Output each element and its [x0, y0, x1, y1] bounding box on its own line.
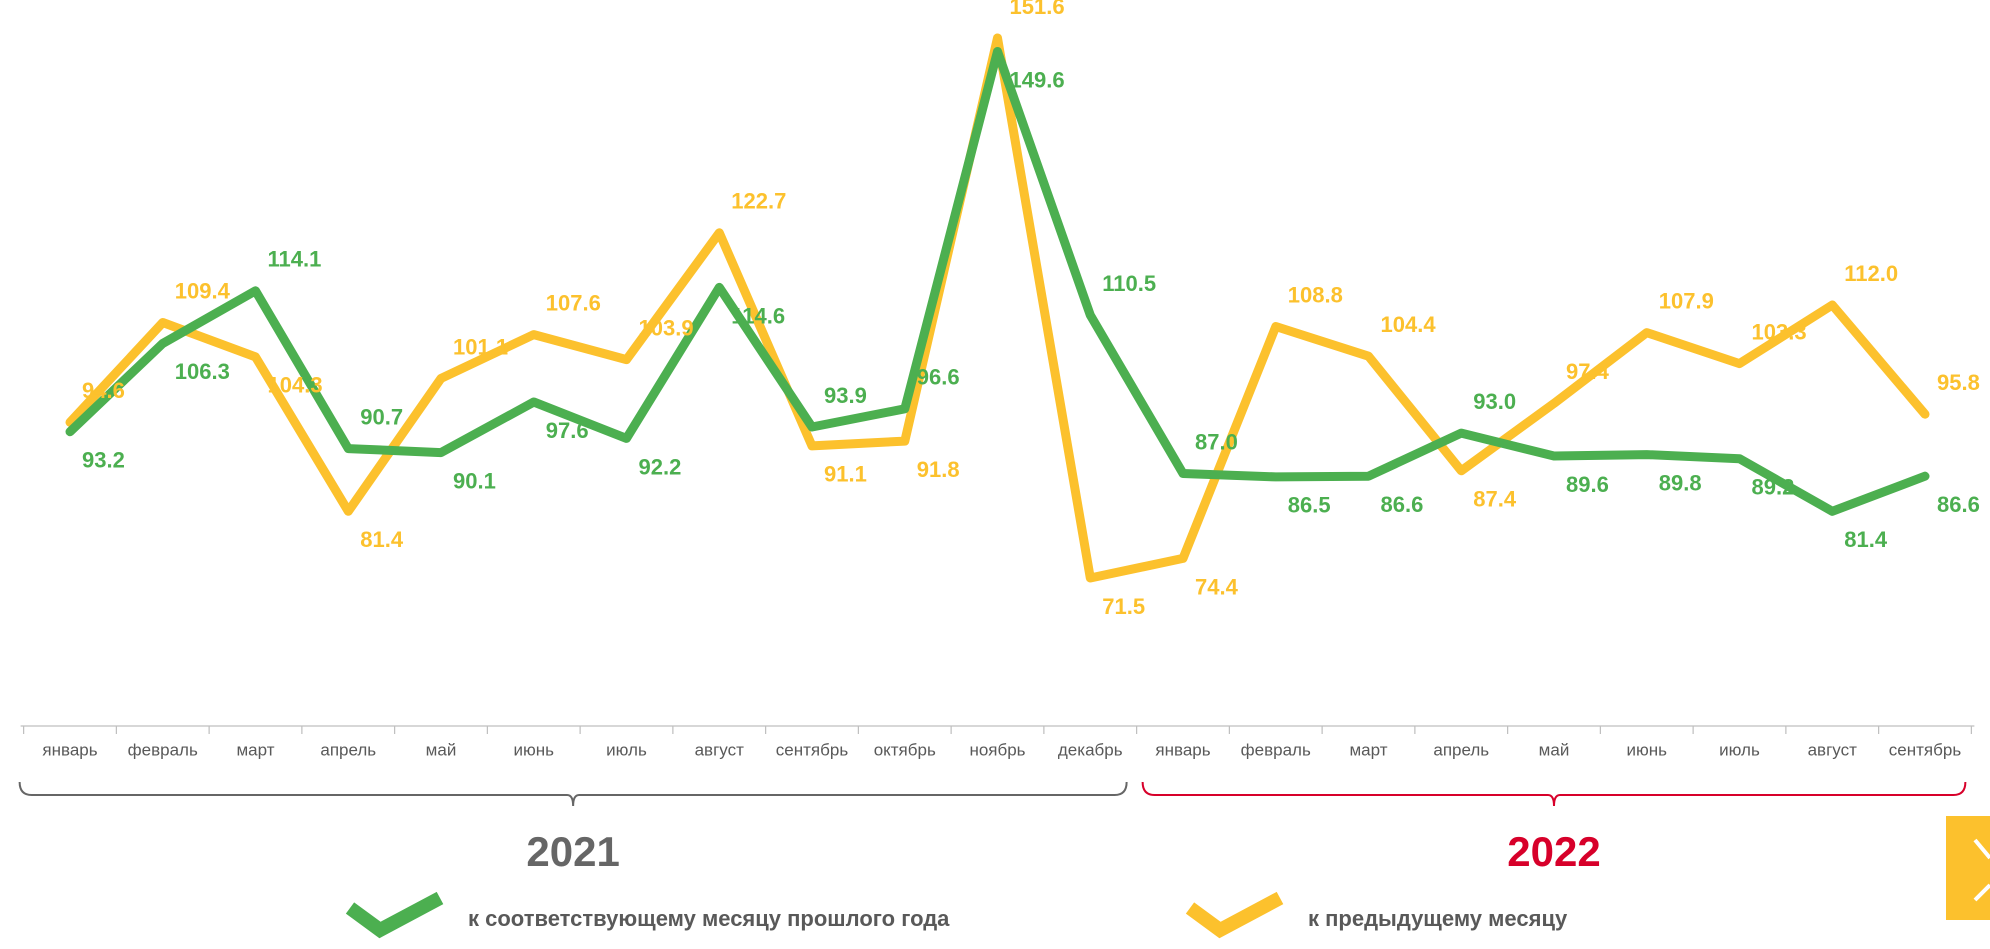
data-label: 87.4 — [1473, 487, 1517, 512]
x-tick-label: июль — [606, 740, 647, 759]
year-bracket — [18, 781, 1128, 807]
x-tick-label: сентябрь — [1889, 740, 1962, 759]
tab-arrow — [1973, 883, 1990, 902]
data-label: 93.2 — [82, 448, 125, 473]
data-label: 104.4 — [1381, 312, 1437, 337]
data-label: 96.6 — [917, 365, 960, 390]
x-tick-label: февраль — [1241, 740, 1311, 759]
data-label: 81.4 — [1844, 527, 1888, 552]
data-label: 112.0 — [1844, 261, 1898, 286]
data-label: 107.6 — [546, 290, 601, 315]
data-label: 149.6 — [1010, 67, 1065, 92]
data-label: 106.3 — [175, 359, 230, 384]
data-label: 109.4 — [175, 278, 231, 303]
data-label: 97.4 — [1566, 359, 1610, 384]
data-label: 151.6 — [1010, 0, 1065, 19]
data-label: 103.3 — [1752, 319, 1807, 344]
tab-arrow — [1973, 838, 1990, 860]
data-label: 91.8 — [917, 457, 960, 482]
data-label: 94.6 — [82, 378, 125, 403]
side-tab[interactable] — [1946, 816, 1990, 920]
x-tick-label: декабрь — [1058, 740, 1123, 759]
data-label: 71.5 — [1102, 594, 1145, 619]
x-tick-label: март — [236, 740, 274, 759]
x-tick-label: апрель — [1433, 740, 1489, 759]
x-tick-label: ноябрь — [969, 740, 1025, 759]
x-tick-label: май — [426, 740, 457, 759]
data-label: 103.9 — [639, 315, 694, 340]
data-label: 89.2 — [1752, 474, 1795, 499]
x-tick-label: май — [1539, 740, 1570, 759]
x-tick-label: март — [1349, 740, 1387, 759]
data-label: 87.0 — [1195, 429, 1238, 454]
data-label: 89.8 — [1659, 470, 1702, 495]
data-label: 90.1 — [453, 468, 496, 493]
data-label: 107.9 — [1659, 288, 1714, 313]
data-label: 74.4 — [1195, 574, 1239, 599]
x-tick-label: июль — [1719, 740, 1760, 759]
x-tick-label: апрель — [320, 740, 376, 759]
year-bracket — [1141, 781, 1967, 807]
year-label: 2021 — [526, 828, 619, 875]
x-tick-label: август — [695, 740, 744, 759]
data-label: 101.1 — [453, 334, 508, 359]
data-label: 92.2 — [639, 454, 682, 479]
year-label: 2022 — [1507, 828, 1600, 875]
x-tick-label: август — [1808, 740, 1857, 759]
series-line — [65, 47, 1930, 516]
data-label: 93.0 — [1473, 389, 1516, 414]
data-label: 93.9 — [824, 383, 867, 408]
data-label: 81.4 — [360, 527, 404, 552]
data-label: 97.6 — [546, 418, 589, 443]
tab-bg — [1946, 816, 1990, 920]
x-tick-label: январь — [1155, 740, 1210, 759]
data-label: 110.5 — [1102, 271, 1156, 296]
legend-icon — [1185, 891, 1284, 939]
x-tick-label: октябрь — [874, 740, 936, 759]
data-label: 104.3 — [268, 373, 323, 398]
data-label: 108.8 — [1288, 282, 1343, 307]
data-label: 114.6 — [731, 303, 785, 328]
legend-icon — [345, 891, 444, 939]
x-tick-label: сентябрь — [776, 740, 849, 759]
data-label: 86.6 — [1381, 492, 1424, 517]
legend-label: к предыдущему месяцу — [1308, 906, 1568, 931]
x-tick-label: июнь — [514, 740, 555, 759]
data-label: 114.1 — [268, 247, 322, 272]
x-tick-label: июнь — [1627, 740, 1668, 759]
data-label: 91.1 — [824, 462, 867, 487]
data-label: 86.5 — [1288, 493, 1331, 518]
x-tick-label: январь — [42, 740, 97, 759]
legend-label: к соответствующему месяцу прошлого года — [468, 906, 950, 931]
series-line — [65, 33, 1930, 583]
data-label: 86.6 — [1937, 492, 1980, 517]
x-tick-label: февраль — [128, 740, 198, 759]
data-label: 95.8 — [1937, 370, 1980, 395]
data-label: 89.6 — [1566, 472, 1609, 497]
data-label: 122.7 — [731, 189, 786, 214]
data-label: 90.7 — [360, 404, 403, 429]
